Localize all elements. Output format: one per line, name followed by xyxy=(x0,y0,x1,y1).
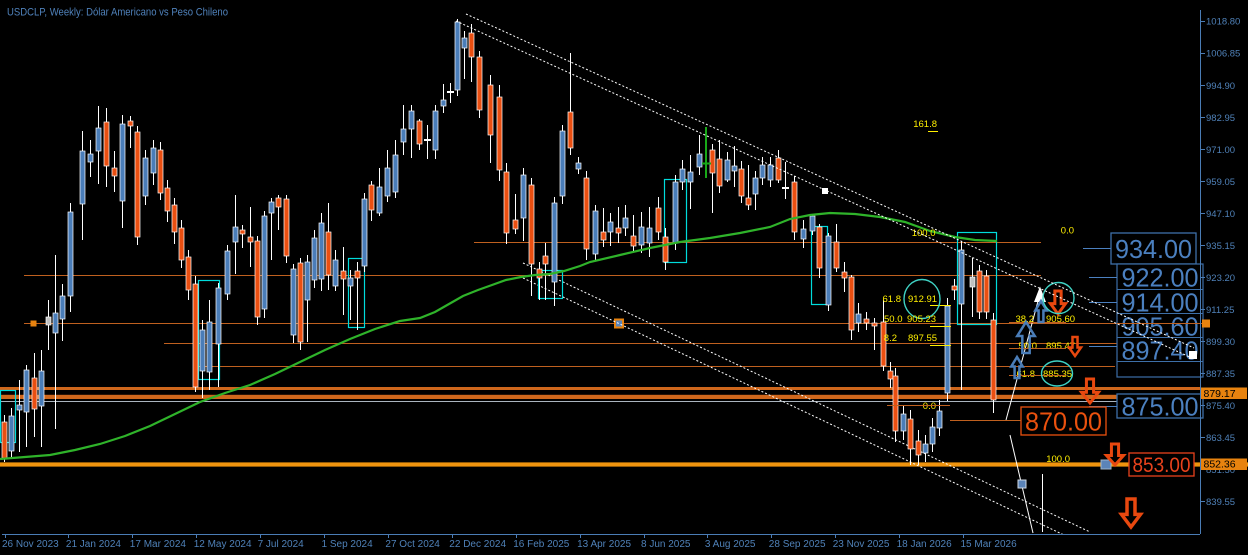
svg-text:61.8: 61.8 xyxy=(883,294,902,305)
svg-text:21 Jan 2024: 21 Jan 2024 xyxy=(66,539,121,550)
svg-text:905.60: 905.60 xyxy=(1046,314,1075,325)
svg-text:911.25: 911.25 xyxy=(1206,305,1234,316)
svg-text:923.20: 923.20 xyxy=(1206,273,1235,284)
svg-text:26 Nov 2023: 26 Nov 2023 xyxy=(2,539,59,550)
svg-text:885.35: 885.35 xyxy=(1043,369,1072,380)
svg-text:28 Sep 2025: 28 Sep 2025 xyxy=(769,539,826,550)
svg-text:905.60: 905.60 xyxy=(1122,314,1199,342)
svg-text:922.00: 922.00 xyxy=(1122,265,1199,293)
svg-text:895.47: 895.47 xyxy=(1046,341,1075,352)
svg-text:870.00: 870.00 xyxy=(1025,408,1102,436)
svg-text:22 Dec 2024: 22 Dec 2024 xyxy=(449,539,506,550)
svg-text:947.10: 947.10 xyxy=(1206,209,1235,220)
svg-text:61.8: 61.8 xyxy=(1017,369,1036,380)
svg-text:934.00: 934.00 xyxy=(1115,236,1192,264)
svg-text:971.00: 971.00 xyxy=(1206,145,1235,156)
svg-text:897.55: 897.55 xyxy=(908,333,937,344)
svg-text:879.17: 879.17 xyxy=(1204,388,1236,400)
svg-text:0.0: 0.0 xyxy=(923,401,936,412)
svg-text:959.05: 959.05 xyxy=(1206,177,1235,188)
svg-text:1 Sep 2024: 1 Sep 2024 xyxy=(322,539,374,550)
svg-text:12 May 2024: 12 May 2024 xyxy=(194,539,252,550)
svg-text:897.40: 897.40 xyxy=(1122,338,1199,366)
svg-text:18 Jan 2026: 18 Jan 2026 xyxy=(897,539,952,550)
svg-text:16 Feb 2025: 16 Feb 2025 xyxy=(513,539,570,550)
svg-text:994.90: 994.90 xyxy=(1206,81,1235,92)
svg-text:863.45: 863.45 xyxy=(1206,433,1235,444)
svg-text:13 Apr 2025: 13 Apr 2025 xyxy=(577,539,631,550)
svg-text:50.0: 50.0 xyxy=(884,314,903,325)
svg-text:887.35: 887.35 xyxy=(1206,369,1235,380)
svg-text:100.0: 100.0 xyxy=(912,228,936,239)
svg-text:875.00: 875.00 xyxy=(1122,393,1199,421)
svg-text:905.23: 905.23 xyxy=(907,314,936,325)
svg-text:17 Mar 2024: 17 Mar 2024 xyxy=(130,539,187,550)
svg-text:23 Nov 2025: 23 Nov 2025 xyxy=(833,539,890,550)
svg-text:912.91: 912.91 xyxy=(908,294,937,305)
svg-text:914.00: 914.00 xyxy=(1122,290,1199,318)
svg-text:935.15: 935.15 xyxy=(1206,241,1235,252)
svg-text:853.00: 853.00 xyxy=(1133,454,1191,477)
svg-text:1018.80: 1018.80 xyxy=(1206,17,1240,28)
svg-text:852.36: 852.36 xyxy=(1204,458,1236,470)
svg-text:851.50: 851.50 xyxy=(1206,465,1235,476)
svg-text:100.0: 100.0 xyxy=(1046,454,1070,465)
svg-text:38.2: 38.2 xyxy=(1016,314,1035,325)
svg-text:27 Oct 2024: 27 Oct 2024 xyxy=(385,539,440,550)
svg-text:161.8: 161.8 xyxy=(913,119,937,130)
svg-text:50.0: 50.0 xyxy=(1019,341,1038,352)
svg-text:1006.85: 1006.85 xyxy=(1206,49,1240,60)
svg-text:982.95: 982.95 xyxy=(1206,113,1235,124)
svg-text:8.2: 8.2 xyxy=(884,333,897,344)
svg-text:0.0: 0.0 xyxy=(1061,226,1074,237)
svg-text:USDCLP, Weekly: Dólar America: USDCLP, Weekly: Dólar Americano vs Peso … xyxy=(7,7,228,19)
svg-text:899.30: 899.30 xyxy=(1206,337,1235,348)
svg-text:839.55: 839.55 xyxy=(1206,497,1235,508)
svg-text:875.40: 875.40 xyxy=(1206,401,1235,412)
svg-text:8 Jun 2025: 8 Jun 2025 xyxy=(641,539,691,550)
svg-text:15 Mar 2026: 15 Mar 2026 xyxy=(961,539,1018,550)
svg-text:3 Aug 2025: 3 Aug 2025 xyxy=(705,539,756,550)
svg-text:7 Jul 2024: 7 Jul 2024 xyxy=(258,539,305,550)
